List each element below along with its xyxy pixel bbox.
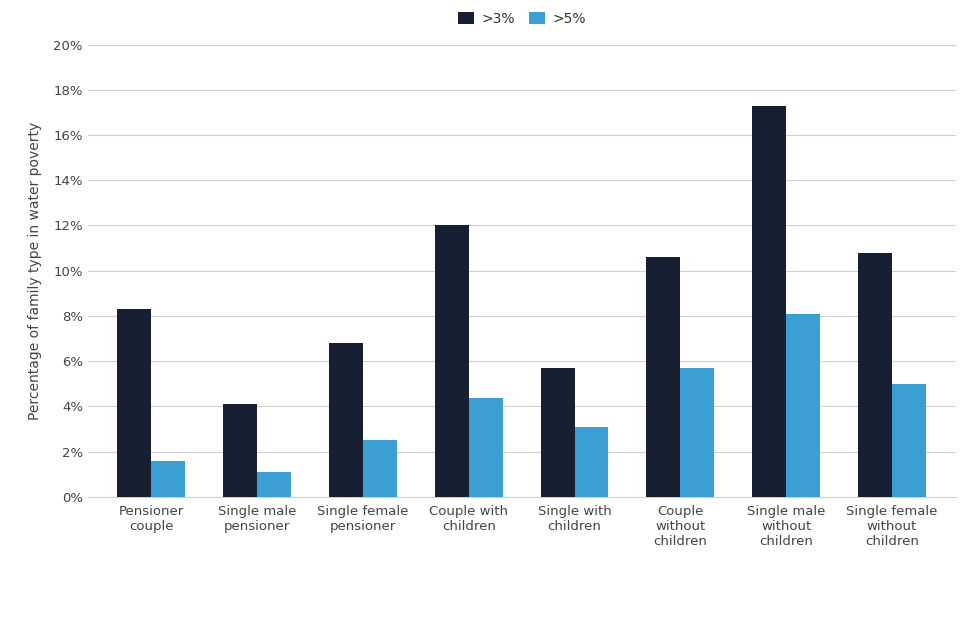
Bar [117, 309, 151, 497]
Bar [257, 472, 291, 497]
Bar [858, 253, 892, 497]
Bar [786, 313, 820, 497]
Y-axis label: Percentage of family type in water poverty: Percentage of family type in water pover… [28, 122, 42, 420]
Bar [469, 399, 502, 497]
Bar [435, 225, 469, 497]
Bar [151, 461, 185, 497]
Bar [541, 368, 574, 497]
Bar [329, 343, 363, 497]
Bar [223, 404, 257, 497]
Bar [574, 427, 608, 497]
Bar [753, 106, 786, 497]
Bar [646, 257, 681, 497]
Bar [892, 383, 926, 497]
Legend: >3%, >5%: >3%, >5% [452, 6, 591, 31]
Bar [681, 368, 715, 497]
Bar [363, 440, 397, 497]
